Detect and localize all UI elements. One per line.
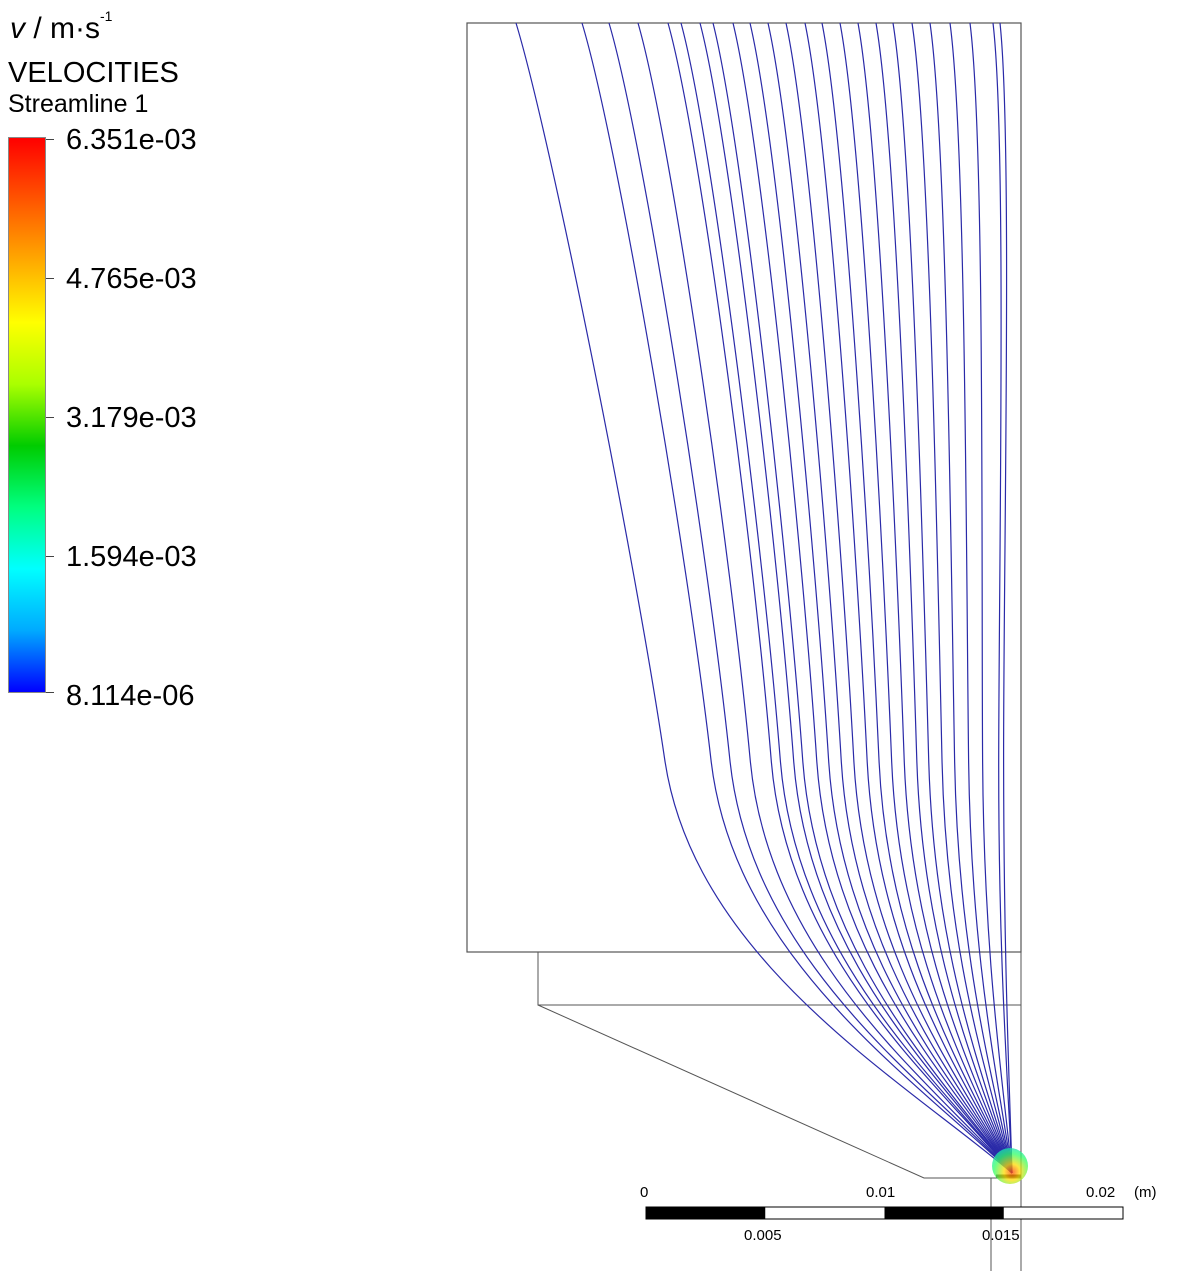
streamlines [515,22,1013,1174]
streamline [732,22,1013,1174]
colorbar-tick [46,556,54,557]
streamline [949,22,1013,1174]
scale-bar [645,1206,1124,1220]
streamline [821,22,1013,1174]
step-outline [537,952,1021,1006]
jet-outlet-glow [992,1148,1028,1184]
scale-bar-segment [646,1207,766,1219]
colorbar-tick-label: 4.765e-03 [66,263,197,295]
streamline [839,22,1013,1174]
streamline [999,22,1013,1174]
streamline [911,22,1013,1174]
streamline [667,22,1013,1174]
colorbar-tick-label: 3.179e-03 [66,402,197,434]
colorbar [8,137,46,693]
scale-label-0: 0 [640,1184,649,1201]
streamline [804,22,1013,1174]
chamber-outline [466,22,1022,953]
scale-bar-segment [884,1207,1004,1219]
streamline [699,22,1013,1174]
streamline [785,22,1013,1174]
scale-label-0-005: 0.005 [744,1227,782,1244]
streamline [875,22,1013,1174]
legend-subtitle: Streamline 1 [8,90,149,118]
streamline [608,22,1013,1174]
colorbar-tick-label: 1.594e-03 [66,541,197,573]
legend-title: VELOCITIES [8,57,179,89]
cone-outline [537,1004,1021,1179]
streamline [857,22,1013,1174]
streamline [767,22,1013,1174]
streamline [969,22,1013,1174]
streamline [581,22,1013,1174]
unit-label: v / m·s-1 [10,0,112,51]
colorbar-min-label: 8.114e-06 [66,680,195,712]
domain-outline [466,22,1022,1271]
streamline [892,22,1013,1174]
unit-text: / m·s [25,12,100,45]
colorbar-tick [46,139,54,140]
colorbar-tick [46,692,54,693]
colorbar-tick [46,278,54,279]
scale-label-0-015: 0.015 [982,1227,1020,1244]
streamline [929,22,1013,1174]
streamline [712,22,1013,1174]
colorbar-max-label: 6.351e-03 [66,124,197,156]
unit-exponent: -1 [100,8,113,24]
streamline [680,22,1013,1174]
streamline [992,22,1013,1174]
colorbar-tick [46,417,54,418]
streamline [515,22,1013,1174]
scale-label-0-02: 0.02 [1086,1184,1116,1201]
unit-symbol: v [10,12,25,45]
streamline [749,22,1013,1174]
streamline [637,22,1013,1174]
scale-label-0-01: 0.01 [866,1184,896,1201]
scale-unit: (m) [1134,1184,1157,1201]
